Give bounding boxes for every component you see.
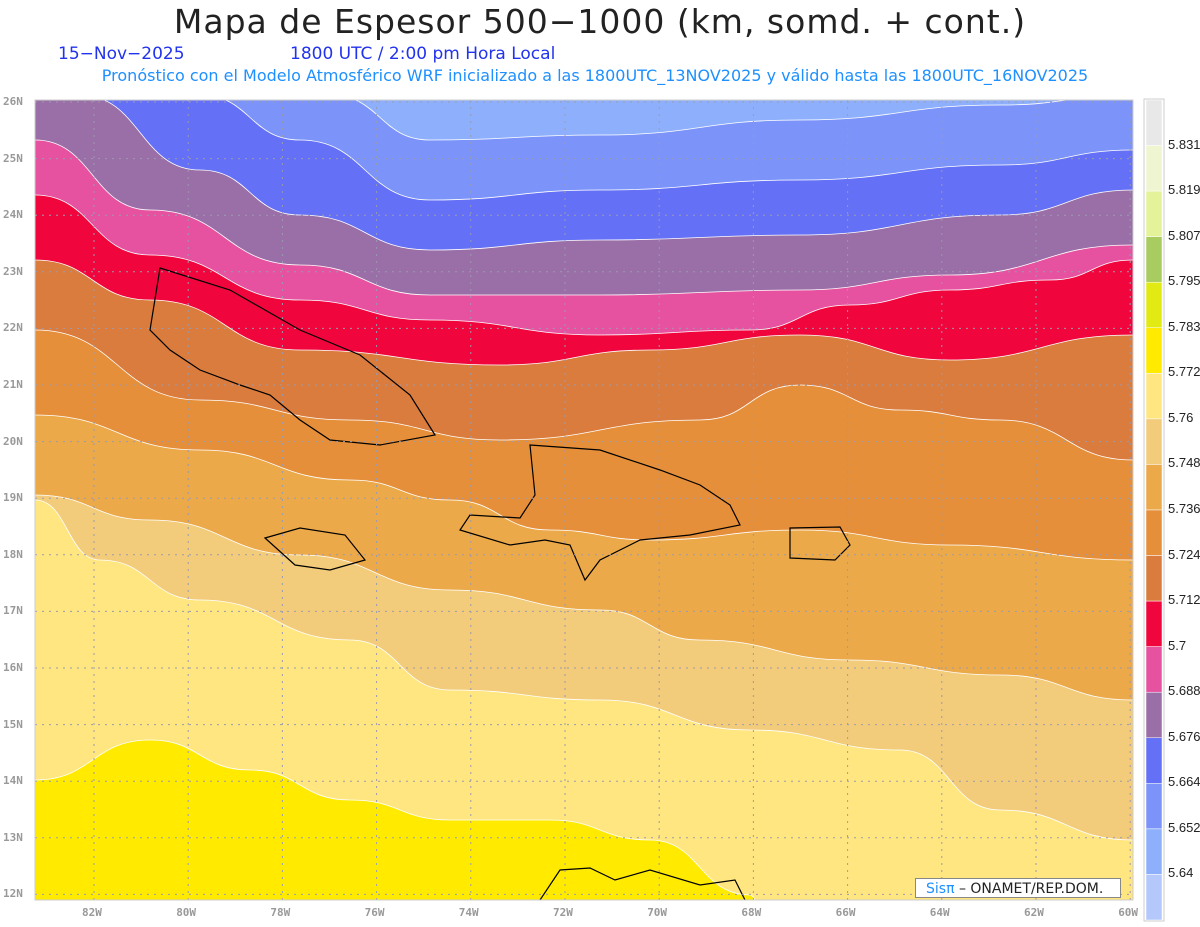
colorbar-label: 5.676 xyxy=(1168,728,1200,744)
colorbar-swatch xyxy=(1145,783,1163,830)
colorbar-swatch xyxy=(1145,190,1163,237)
colorbar-label: 5.76 xyxy=(1168,409,1194,425)
colorbar-label: 5.7 xyxy=(1168,637,1187,653)
longitude-label: 80W xyxy=(176,906,197,919)
latitude-label: 18N xyxy=(3,547,23,561)
colorbar-label: 5.652 xyxy=(1168,819,1200,835)
colorbar-label: 5.64 xyxy=(1168,865,1194,881)
latitude-label: 16N xyxy=(3,661,23,674)
colorbar-swatch xyxy=(1145,99,1163,146)
longitude-label: 76W xyxy=(364,906,385,919)
map-title: Mapa de Espesor 500−1000 (km, somd. + co… xyxy=(173,2,1027,41)
forecast-description: Pronóstico con el Modelo Atmosférico WRF… xyxy=(101,66,1089,85)
colorbar-label: 5.736 xyxy=(1168,501,1200,516)
colorbar-swatch xyxy=(1145,418,1163,465)
latitude-label: 17N xyxy=(3,604,23,618)
colorbar-label: 5.819 xyxy=(1168,182,1200,198)
credit-text: – ONAMET/REP.DOM. xyxy=(958,881,1104,897)
credit-brand: Sisπ xyxy=(926,881,955,897)
colorbar-swatch xyxy=(1145,373,1163,420)
contour-band-5 xyxy=(35,739,756,900)
colorbar-swatch xyxy=(1145,555,1163,602)
colorbar-label: 5.748 xyxy=(1168,455,1200,471)
puerto-rico-coastline xyxy=(789,526,851,561)
latitude-label: 12N xyxy=(3,887,23,901)
longitude-label: 64W xyxy=(929,906,950,919)
longitude-label: 70W xyxy=(647,906,668,919)
longitude-label: 78W xyxy=(270,906,291,919)
colorbar-swatch xyxy=(1145,327,1163,374)
jamaica-coastline xyxy=(263,527,367,571)
colorbar-swatch xyxy=(1145,464,1163,511)
colorbar-swatch xyxy=(1145,281,1163,329)
map-field xyxy=(35,100,1133,900)
longitude-label: 60W xyxy=(1118,906,1139,919)
colorbar-swatch xyxy=(1145,646,1163,693)
colorbar-swatch xyxy=(1145,691,1163,739)
colorbar-swatch xyxy=(1145,874,1163,921)
colorbar-swatch xyxy=(1145,145,1163,192)
colorbar-swatch xyxy=(1145,600,1163,647)
latitude-label: 25N xyxy=(3,151,23,165)
latitude-label: 21N xyxy=(3,378,23,391)
latitude-label: 13N xyxy=(3,830,23,844)
longitude-label: 62W xyxy=(1024,906,1044,919)
longitude-label: 74W xyxy=(458,906,479,919)
hispaniola-coastline xyxy=(459,444,741,582)
colorbar-swatch xyxy=(1145,828,1163,875)
venezuela-coastline xyxy=(539,867,746,900)
latitude-label: 23N xyxy=(3,264,23,278)
longitude-label: 72W xyxy=(553,906,573,919)
colorbar-swatch xyxy=(1145,236,1163,283)
longitude-label: 68W xyxy=(741,906,762,919)
colorbar-label: 5.795 xyxy=(1168,273,1200,289)
longitude-label: 66W xyxy=(835,906,856,919)
latitude-label: 14N xyxy=(3,774,23,788)
colorbar-label: 5.772 xyxy=(1168,364,1200,380)
map-frame xyxy=(34,99,1134,901)
forecast-time: 1800 UTC / 2:00 pm Hora Local xyxy=(290,44,556,64)
latitude-label: 15N xyxy=(3,717,23,731)
cuba-coastline xyxy=(149,267,436,446)
latitude-label: 19N xyxy=(3,491,23,505)
colorbar-swatch xyxy=(1145,737,1163,784)
longitude-label: 82W xyxy=(82,906,102,919)
latitude-label: 22N xyxy=(3,321,23,335)
colorbar-swatch xyxy=(1145,509,1163,556)
latitude-label: 24N xyxy=(3,208,23,222)
colorbar-label: 5.724 xyxy=(1168,546,1200,562)
colorbar-label: 5.664 xyxy=(1168,774,1200,790)
colorbar-label: 5.783 xyxy=(1168,318,1200,334)
latitude-label: 20N xyxy=(3,434,23,448)
credit-box: Sisπ – ONAMET/REP.DOM. xyxy=(915,878,1121,898)
colorbar-label: 5.712 xyxy=(1168,592,1200,608)
forecast-date: 15−Nov−2025 xyxy=(58,44,185,64)
colorbar-label: 5.807 xyxy=(1168,227,1200,243)
colorbar-label: 5.831 xyxy=(1168,136,1200,152)
colorbar-label: 5.688 xyxy=(1168,683,1200,699)
latitude-label: 26N xyxy=(3,95,23,108)
